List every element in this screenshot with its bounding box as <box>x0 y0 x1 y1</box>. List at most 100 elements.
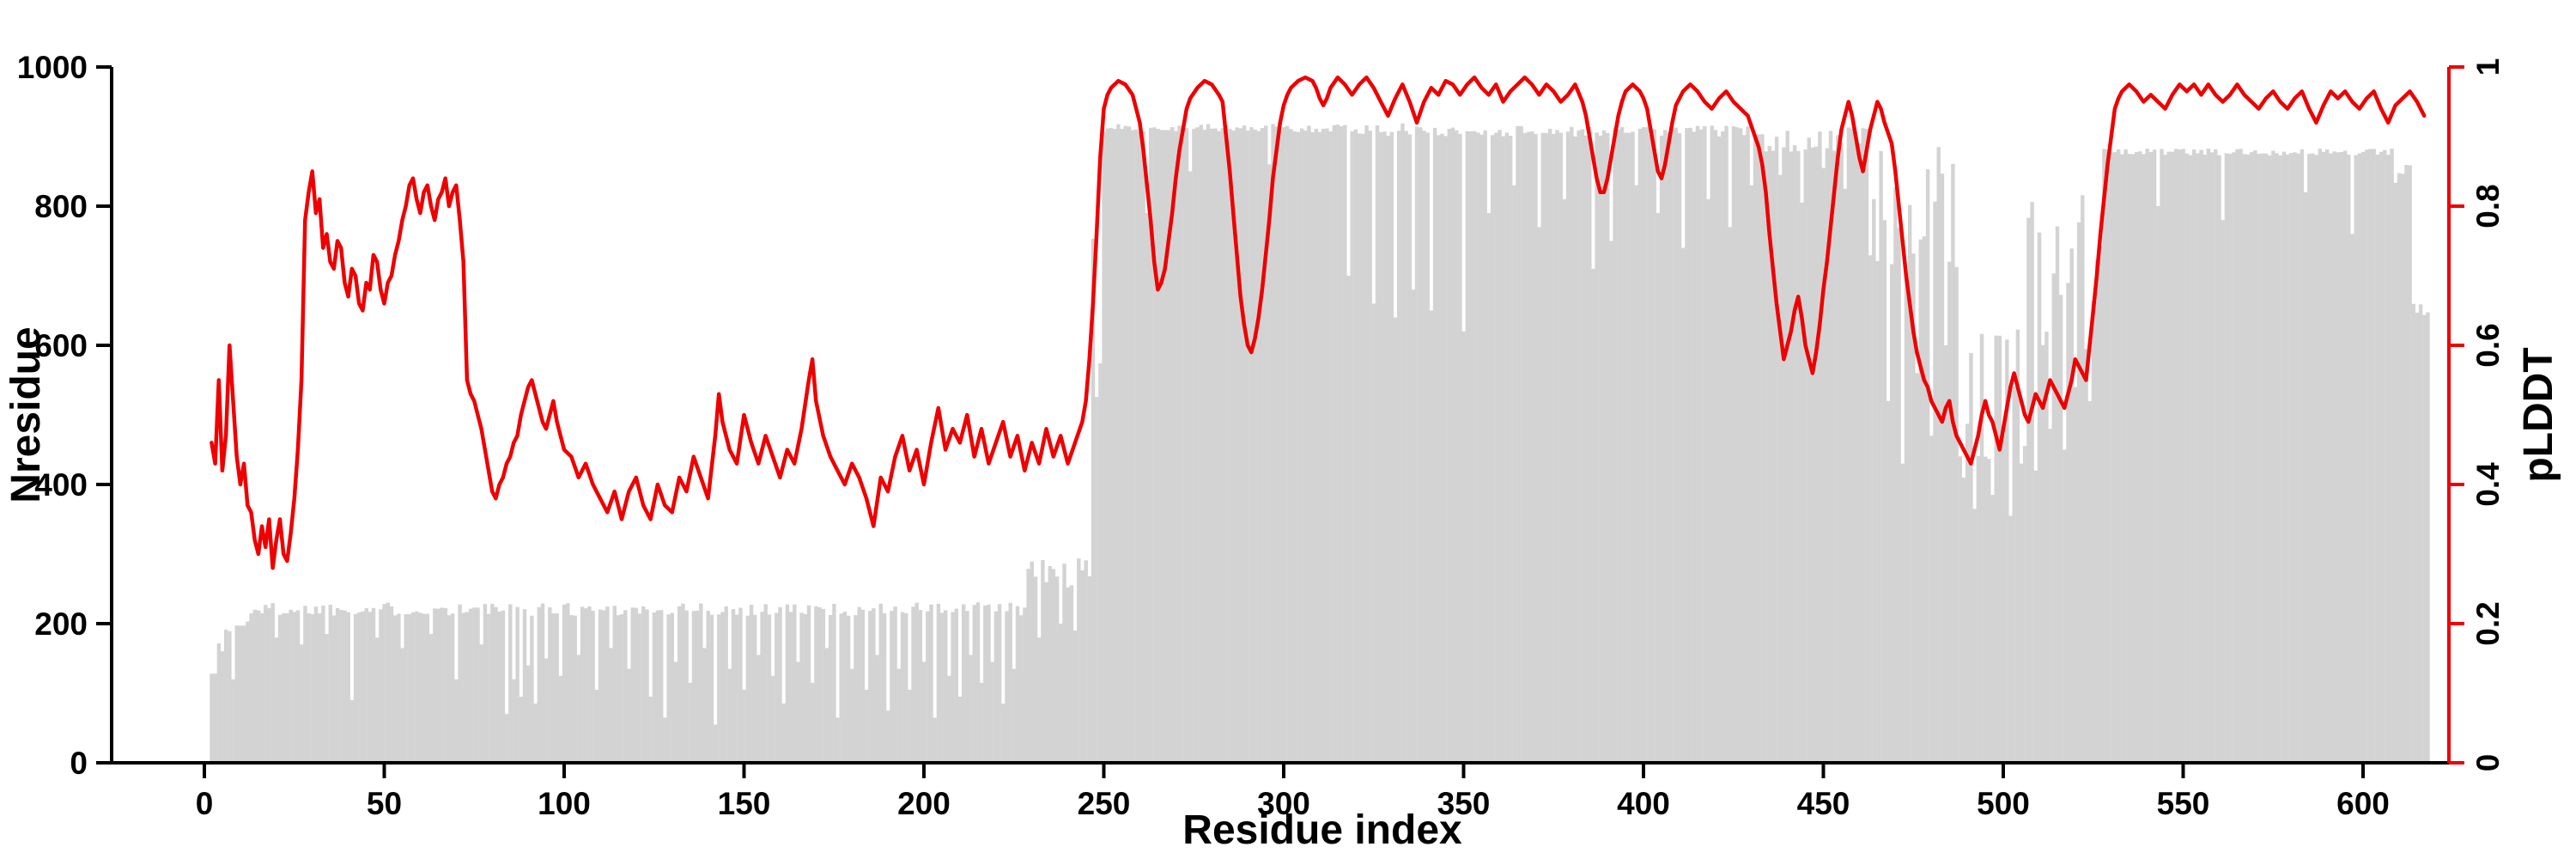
nresidue-bar <box>1565 131 1571 763</box>
nresidue-bar <box>522 609 527 763</box>
nresidue-bar <box>1271 124 1275 763</box>
nresidue-bar <box>921 661 927 763</box>
nresidue-bar <box>2415 313 2420 763</box>
nresidue-bar <box>2123 149 2128 764</box>
nresidue-bar <box>2354 155 2358 763</box>
nresidue-bar <box>537 606 542 763</box>
nresidue-bar <box>497 612 501 763</box>
nresidue-bar <box>259 612 264 763</box>
nresidue-bar <box>926 611 930 763</box>
nresidue-bar <box>224 629 228 763</box>
nresidue-bar <box>1069 585 1074 763</box>
nresidue-bar <box>2174 149 2178 764</box>
nresidue-bar <box>799 612 804 763</box>
nresidue-bar <box>569 615 574 763</box>
nresidue-bar <box>1583 135 1589 764</box>
nresidue-bar <box>1721 131 1725 764</box>
nresidue-bar <box>1760 134 1765 764</box>
nresidue-bar <box>1382 131 1387 763</box>
nresidue-bar <box>1325 128 1329 763</box>
nresidue-bar <box>648 697 653 763</box>
nresidue-bar <box>1861 128 1865 763</box>
nresidue-bar <box>307 613 311 763</box>
nresidue-bar <box>1555 130 1559 763</box>
nresidue-bar <box>1494 132 1498 763</box>
nresidue-bar <box>1951 163 1955 764</box>
nresidue-bar <box>904 612 908 763</box>
nresidue-bar <box>1335 125 1340 764</box>
nresidue-bar <box>1195 127 1200 763</box>
nresidue-bar <box>2401 174 2405 763</box>
nresidue-bar <box>501 610 506 763</box>
nresidue-bar <box>486 613 491 763</box>
nresidue-bar <box>300 644 304 763</box>
plddt-line <box>210 75 2427 570</box>
nresidue-bar <box>1947 261 1952 763</box>
nresidue-bar <box>1054 576 1060 763</box>
nresidue-bar <box>835 717 840 763</box>
nresidue-bar <box>627 668 631 763</box>
nresidue-bar <box>1152 127 1157 763</box>
nresidue-bar <box>1026 569 1030 763</box>
nresidue-bar <box>846 615 851 763</box>
nresidue-bar <box>2365 149 2369 763</box>
nresidue-bar <box>2217 155 2221 763</box>
nresidue-bar <box>1846 127 1851 763</box>
nresidue-bar <box>2130 154 2136 763</box>
nresidue-bar <box>742 690 746 763</box>
nresidue-bar <box>1778 174 1783 764</box>
nresidue-bar <box>763 604 768 763</box>
nresidue-bar <box>1213 128 1218 763</box>
nresidue-bar <box>422 613 426 763</box>
nresidue-bar <box>1123 125 1127 763</box>
nresidue-bar <box>1695 125 1700 764</box>
nresidue-bar <box>2318 149 2323 764</box>
nresidue-bar <box>368 612 373 763</box>
nresidue-bar <box>1961 477 1966 763</box>
nresidue-bar <box>1292 131 1297 764</box>
nresidue-bar <box>566 603 570 763</box>
nresidue-bar <box>1796 150 1801 764</box>
nresidue-bar <box>494 606 498 763</box>
nresidue-bar <box>1710 125 1714 764</box>
nresidue-bar <box>1940 174 1945 764</box>
nresidue-bar <box>476 607 480 763</box>
nresidue-bar <box>357 612 361 763</box>
nresidue-bar <box>1767 146 1772 763</box>
nresidue-bar <box>983 605 987 763</box>
nresidue-bar <box>310 614 315 763</box>
nresidue-bar <box>1030 561 1035 763</box>
nresidue-bar <box>951 612 955 763</box>
nresidue-bar <box>602 610 606 763</box>
nresidue-bar <box>832 604 836 763</box>
nresidue-bar <box>677 606 682 763</box>
nresidue-bar <box>857 606 861 763</box>
nresidue-bar <box>1739 128 1743 763</box>
nresidue-bar <box>1414 126 1419 764</box>
nresidue-bar <box>1141 131 1145 764</box>
nresidue-bar <box>1235 127 1239 763</box>
nresidue-bar <box>2271 150 2275 763</box>
nresidue-bar <box>2192 149 2196 764</box>
nresidue-bar <box>1037 637 1042 763</box>
nresidue-bar <box>220 651 225 763</box>
nresidue-bar <box>1987 459 1991 763</box>
nresidue-bar <box>2142 154 2146 763</box>
nresidue-bar <box>929 604 933 763</box>
nresidue-bar <box>249 613 253 763</box>
nresidue-bar <box>440 607 444 763</box>
nresidue-bar <box>1206 124 1211 763</box>
nresidue-bar <box>1792 145 1797 764</box>
nresidue-bar <box>1242 125 1247 764</box>
nresidue-bar <box>1148 127 1153 763</box>
nresidue-bar <box>1005 611 1009 763</box>
nresidue-bar <box>1008 602 1012 763</box>
nresidue-bar <box>1321 128 1326 763</box>
nresidue-bar <box>1443 136 1448 764</box>
nresidue-bar <box>1534 133 1538 763</box>
nresidue-bar <box>972 605 977 763</box>
nresidue-bar <box>616 615 621 763</box>
nresidue-bar <box>1314 128 1319 763</box>
nresidue-bar <box>1504 132 1510 763</box>
nresidue-bar <box>864 690 869 763</box>
